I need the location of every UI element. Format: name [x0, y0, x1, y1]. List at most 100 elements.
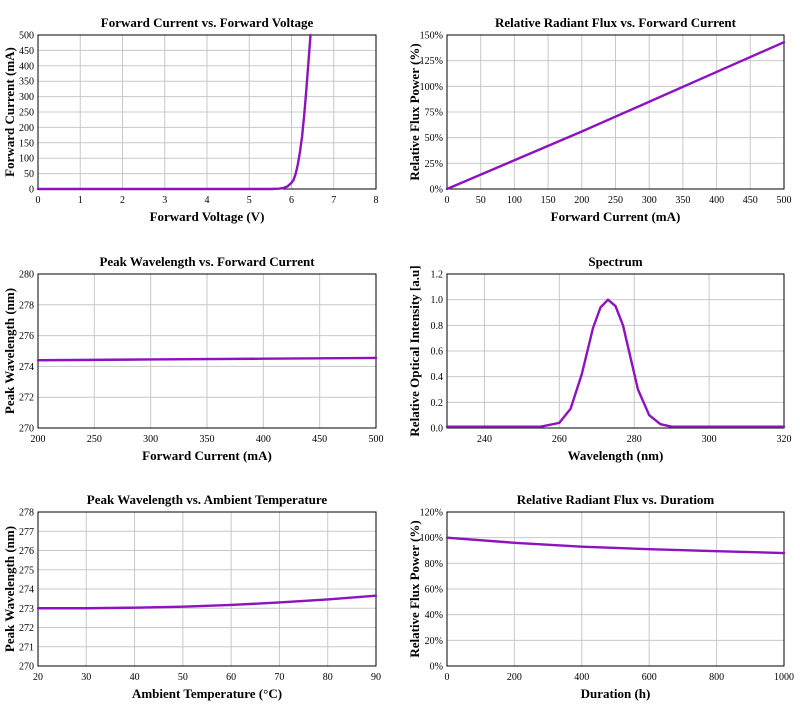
x-axis-label: Forward Current (mA): [142, 448, 272, 463]
x-tick-label: 7: [331, 195, 336, 206]
y-tick-label: 0%: [430, 662, 443, 673]
y-tick-label: 270: [19, 662, 34, 673]
y-tick-label: 200: [19, 123, 34, 134]
y-tick-label: 350: [19, 77, 34, 88]
y-tick-label: 300: [19, 92, 34, 103]
x-tick-label: 500: [777, 195, 792, 206]
x-tick-label: 0: [445, 672, 450, 683]
chart-1: 0 1 2 3 4 5 6 7 8050100150200250300350400450500F…: [2, 15, 379, 224]
y-tick-label: 271: [19, 642, 34, 653]
y-tick-label: 60%: [425, 585, 443, 596]
x-tick-label: 30: [81, 672, 91, 683]
y-tick-label: 100%: [420, 82, 443, 93]
x-tick-label: 260: [552, 434, 567, 445]
x-axis-label: Forward Voltage (V): [150, 209, 265, 224]
x-tick-label: 600: [642, 672, 657, 683]
x-tick-label: 200: [507, 672, 522, 683]
x-tick-label: 80: [323, 672, 333, 683]
y-tick-label: 120%: [420, 508, 443, 519]
series-line: [445, 40, 786, 191]
chart-6: 0 200 400 600 800 10000%20%40%60%80%100%120%R…: [407, 492, 794, 701]
x-axis-label: Ambient Temperature (°C): [132, 686, 282, 701]
x-tick-label: 250: [608, 195, 623, 206]
chart-title: Relative Radiant Flux vs. Duratiom: [517, 492, 715, 507]
x-tick-label: 400: [709, 195, 724, 206]
y-tick-label: 277: [19, 527, 34, 538]
y-tick-label: 0.8: [431, 321, 444, 332]
y-axis-label: Peak Wavelength (nm): [2, 526, 17, 652]
y-tick-label: 270: [19, 424, 34, 435]
x-tick-label: 6: [289, 195, 294, 206]
x-tick-label: 2: [120, 195, 125, 206]
x-tick-label: 1000: [774, 672, 794, 683]
chart-5: 20 30 40 50 60 70 80 90 270 271 272 273 274 275 276 277…: [2, 492, 381, 701]
x-tick-label: 40: [130, 672, 140, 683]
x-tick-label: 50: [178, 672, 188, 683]
x-tick-label: 0: [36, 195, 41, 206]
chart-2: 0 50 100 150 200 250 300 350 400 450 500 0% 25% 50% 75…: [407, 15, 792, 224]
plot-frame: [37, 273, 377, 429]
y-tick-label: 275: [19, 565, 34, 576]
x-tick-label: 200: [574, 195, 589, 206]
chart-3: 200 250 300 350 400 450 500270272274276278280P…: [2, 254, 384, 463]
x-tick-label: 320: [777, 434, 792, 445]
y-tick-label: 278: [19, 508, 34, 519]
x-tick-label: 400: [574, 672, 589, 683]
y-axis-label: Relative Flux Power (%): [407, 520, 422, 657]
x-tick-label: 8: [374, 195, 379, 206]
y-axis-label: Forward Current (mA): [2, 47, 17, 177]
y-tick-label: 0.2: [431, 398, 444, 409]
x-tick-label: 3: [162, 195, 167, 206]
y-tick-label: 75%: [425, 108, 443, 119]
y-tick-label: 250: [19, 108, 34, 119]
y-tick-label: 278: [19, 300, 34, 311]
x-axis-label: Forward Current (mA): [551, 209, 681, 224]
x-tick-label: 500: [369, 434, 384, 445]
y-tick-label: 150%: [420, 31, 443, 42]
y-tick-label: 125%: [420, 56, 443, 67]
y-tick-label: 274: [19, 585, 34, 596]
y-tick-label: 20%: [425, 636, 443, 647]
plot-frame: [446, 34, 785, 190]
x-tick-label: 50: [476, 195, 486, 206]
x-tick-label: 400: [256, 434, 271, 445]
series-line: [445, 298, 786, 428]
y-tick-label: 150: [19, 138, 34, 149]
y-axis-label: Relative Flux Power (%): [407, 43, 422, 180]
x-tick-label: 70: [274, 672, 284, 683]
y-tick-label: 0%: [430, 185, 443, 196]
y-tick-label: 0.0: [431, 424, 444, 435]
x-tick-label: 350: [200, 434, 215, 445]
x-tick-label: 450: [312, 434, 327, 445]
x-tick-label: 450: [743, 195, 758, 206]
chart-4: 240 260 280 300 320 0.0 0.2 0.4 0.6 0.8 1.0 1.2 Spec…: [407, 254, 792, 463]
y-tick-label: 1.2: [431, 270, 444, 281]
y-tick-label: 272: [19, 623, 34, 634]
chart-title: Relative Radiant Flux vs. Forward Curren…: [495, 15, 737, 30]
x-tick-label: 5: [247, 195, 252, 206]
y-tick-label: 0: [29, 185, 34, 196]
y-tick-label: 276: [19, 331, 34, 342]
plot-frame: [446, 511, 785, 667]
x-tick-label: 100: [507, 195, 522, 206]
y-tick-label: 274: [19, 362, 34, 373]
y-tick-label: 400: [19, 61, 34, 72]
x-tick-label: 300: [702, 434, 717, 445]
y-tick-label: 450: [19, 46, 34, 57]
x-tick-label: 60: [226, 672, 236, 683]
chart-title: Peak Wavelength vs. Forward Current: [99, 254, 315, 269]
x-tick-label: 250: [87, 434, 102, 445]
x-tick-label: 20: [33, 672, 43, 683]
x-tick-label: 350: [675, 195, 690, 206]
plot-frame: [37, 511, 377, 667]
y-tick-label: 273: [19, 604, 34, 615]
x-tick-label: 1: [78, 195, 83, 206]
x-tick-label: 280: [627, 434, 642, 445]
plot-frame: [446, 273, 785, 429]
x-tick-label: 240: [477, 434, 492, 445]
series-line: [36, 33, 312, 191]
series-line: [36, 356, 378, 362]
y-tick-label: 100%: [420, 533, 443, 544]
y-tick-label: 1.0: [431, 295, 444, 306]
x-tick-label: 4: [205, 195, 210, 206]
